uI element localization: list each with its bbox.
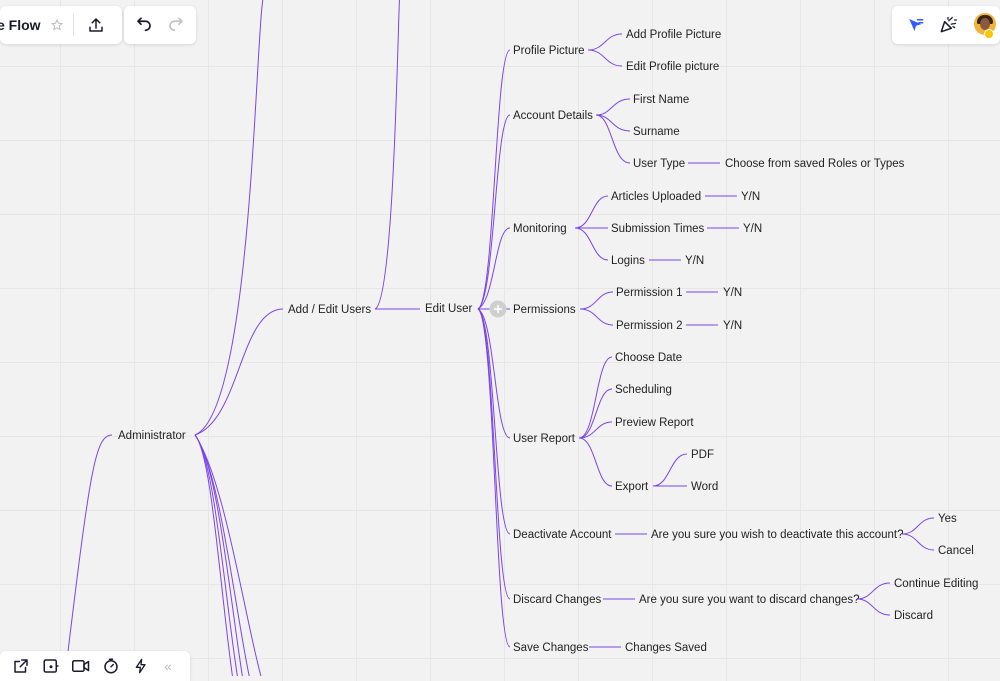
node-articles-yn[interactable]: Y/N — [741, 191, 760, 203]
node-monitoring[interactable]: Monitoring — [513, 223, 567, 235]
node-articles-uploaded[interactable]: Articles Uploaded — [611, 191, 701, 203]
status-badge — [984, 29, 994, 39]
node-edit-profile-picture[interactable]: Edit Profile picture — [626, 61, 719, 73]
screen-share-icon[interactable] — [36, 652, 66, 680]
node-permission-1[interactable]: Permission 1 — [616, 287, 682, 299]
video-camera-icon[interactable] — [66, 652, 96, 680]
node-choose-date[interactable]: Choose Date — [615, 352, 682, 364]
mindmap-links — [64, 0, 935, 676]
node-deactivate-question[interactable]: Are you sure you wish to deactivate this… — [651, 529, 904, 541]
node-permissions[interactable]: Permissions — [513, 304, 576, 316]
node-permission-2-yn[interactable]: Y/N — [723, 320, 742, 332]
node-permission-1-yn[interactable]: Y/N — [723, 287, 742, 299]
open-external-icon[interactable] — [6, 652, 36, 680]
star-icon[interactable] — [47, 9, 67, 41]
node-logins-yn[interactable]: Y/N — [685, 255, 704, 267]
plus-icon[interactable] — [489, 300, 507, 318]
node-discard-question[interactable]: Are you sure you want to discard changes… — [639, 594, 860, 606]
upload-icon[interactable] — [80, 9, 112, 41]
node-add-edit-users[interactable]: Add / Edit Users — [288, 304, 371, 316]
node-user-type[interactable]: User Type — [633, 158, 685, 170]
node-discard-changes[interactable]: Discard Changes — [513, 594, 601, 606]
node-profile-picture[interactable]: Profile Picture — [513, 45, 585, 57]
node-scheduling[interactable]: Scheduling — [615, 384, 672, 396]
node-administrator[interactable]: Administrator — [118, 430, 186, 442]
user-avatar[interactable] — [968, 13, 996, 39]
node-pdf[interactable]: PDF — [691, 449, 714, 461]
node-permission-2[interactable]: Permission 2 — [616, 320, 682, 332]
history-toolbar — [124, 6, 196, 44]
node-choose-roles[interactable]: Choose from saved Roles or Types — [725, 158, 905, 170]
bottom-toolbar: « — [0, 651, 190, 681]
node-logins[interactable]: Logins — [611, 255, 645, 267]
board-title[interactable]: e Flow — [0, 17, 41, 33]
node-cancel[interactable]: Cancel — [938, 545, 974, 557]
cursor-flag-icon[interactable] — [900, 9, 932, 41]
node-word[interactable]: Word — [691, 481, 718, 493]
collaboration-toolbar — [892, 6, 1000, 44]
undo-icon[interactable] — [128, 9, 160, 41]
party-popper-icon[interactable] — [932, 9, 964, 41]
node-changes-saved[interactable]: Changes Saved — [625, 642, 707, 654]
node-account-details[interactable]: Account Details — [513, 110, 593, 122]
lightning-icon[interactable] — [126, 652, 156, 680]
node-save-changes[interactable]: Save Changes — [513, 642, 589, 654]
board-toolbar: e Flow — [0, 6, 122, 44]
node-yes[interactable]: Yes — [938, 513, 957, 525]
node-submission-yn[interactable]: Y/N — [743, 223, 762, 235]
timer-icon[interactable] — [96, 652, 126, 680]
redo-icon[interactable] — [160, 9, 192, 41]
node-discard[interactable]: Discard — [894, 610, 933, 622]
node-add-profile-picture[interactable]: Add Profile Picture — [626, 29, 721, 41]
double-chevron-left-icon[interactable]: « — [164, 658, 172, 674]
node-user-report[interactable]: User Report — [513, 433, 576, 445]
node-submission-times[interactable]: Submission Times — [611, 223, 705, 235]
node-first-name[interactable]: First Name — [633, 94, 689, 106]
toolbar-divider — [72, 14, 74, 36]
node-surname[interactable]: Surname — [633, 126, 680, 138]
node-export[interactable]: Export — [615, 481, 649, 493]
node-preview-report[interactable]: Preview Report — [615, 417, 694, 429]
node-continue-editing[interactable]: Continue Editing — [894, 578, 978, 590]
node-edit-user[interactable]: Edit User — [425, 303, 472, 315]
node-deactivate-account[interactable]: Deactivate Account — [513, 529, 612, 541]
